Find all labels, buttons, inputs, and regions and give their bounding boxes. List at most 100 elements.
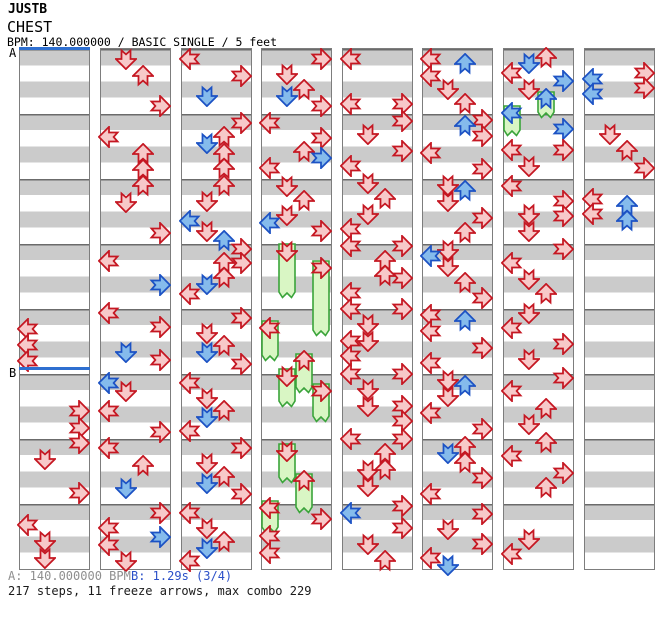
arrow-right-red-icon — [149, 421, 171, 443]
arrow-up-red-icon — [213, 531, 235, 553]
arrow-up-red-icon — [535, 477, 557, 499]
arrow-right-red-icon — [149, 222, 171, 244]
arrow-right-red-icon — [149, 349, 171, 371]
arrow-down-red-icon — [115, 48, 137, 70]
arrow-left-red-icon — [17, 514, 39, 536]
arrow-down-red-icon — [357, 203, 379, 225]
arrow-right-red-icon — [68, 482, 90, 504]
arrow-right-red-icon — [230, 437, 252, 459]
arrow-left-red-icon — [501, 445, 523, 467]
arrow-up-blue-icon — [454, 180, 476, 202]
arrow-up-red-icon — [293, 79, 315, 101]
arrow-left-red-icon — [420, 65, 442, 87]
arrow-left-red-icon — [420, 547, 442, 569]
arrow-right-red-icon — [310, 95, 332, 117]
arrow-up-blue-icon — [454, 375, 476, 397]
arrow-down-red-icon — [357, 378, 379, 400]
arrow-left-red-icon — [259, 112, 281, 134]
arrow-down-blue-icon — [437, 554, 459, 576]
arrow-up-red-icon — [213, 466, 235, 488]
arrow-right-red-icon — [471, 125, 493, 147]
arrow-up-red-icon — [293, 141, 315, 163]
arrow-right-red-icon — [471, 158, 493, 180]
arrow-down-red-icon — [518, 528, 540, 550]
arrow-left-red-icon — [179, 372, 201, 394]
arrow-left-red-icon — [259, 542, 281, 564]
arrow-left-red-icon — [501, 252, 523, 274]
arrow-left-red-icon — [420, 352, 442, 374]
measure-column-7 — [501, 47, 574, 570]
arrow-right-red-icon — [230, 65, 252, 87]
arrow-up-blue-icon — [454, 115, 476, 137]
freeze-arrow-right-icon — [310, 380, 332, 402]
arrow-down-red-icon — [518, 155, 540, 177]
song-title: CHEST — [7, 18, 53, 36]
arrow-down-red-icon — [518, 78, 540, 100]
freeze-body-right — [310, 260, 332, 337]
arrow-right-red-icon — [230, 353, 252, 375]
arrow-down-red-icon — [357, 475, 379, 497]
arrow-right-red-icon — [230, 112, 252, 134]
arrow-left-red-icon — [420, 320, 442, 342]
chart-info: BPM: 140.000000 / BASIC SINGLE / 5 feet — [7, 35, 278, 49]
arrow-down-red-icon — [437, 190, 459, 212]
arrow-down-blue-icon — [196, 85, 218, 107]
arrow-down-red-icon — [437, 385, 459, 407]
arrow-down-red-icon — [357, 172, 379, 194]
arrow-right-red-icon — [391, 267, 413, 289]
arrow-left-red-icon — [420, 483, 442, 505]
arrow-right-red-icon — [471, 418, 493, 440]
arrow-left-red-icon — [420, 142, 442, 164]
arrow-down-red-icon — [518, 220, 540, 242]
arrow-down-red-icon — [437, 78, 459, 100]
tempo-a-value: A: 140.000000 BPM — [8, 569, 131, 583]
arrow-right-red-icon — [391, 428, 413, 450]
arrow-down-blue-icon — [437, 442, 459, 464]
arrow-up-red-icon — [374, 550, 396, 572]
measure-column-6 — [420, 48, 493, 576]
arrow-left-red-icon — [98, 437, 120, 459]
arrow-down-red-icon — [276, 204, 298, 226]
arrow-down-red-icon — [196, 190, 218, 212]
arrow-right-red-icon — [310, 48, 332, 70]
arrow-left-red-icon — [340, 428, 362, 450]
arrow-down-red-icon — [196, 220, 218, 242]
freeze-arrow-left-icon — [259, 317, 281, 339]
arrow-up-red-icon — [535, 283, 557, 305]
arrow-left-red-icon — [501, 317, 523, 339]
arrow-right-blue-icon — [552, 70, 574, 92]
marker-b-label: B — [9, 366, 17, 380]
freeze-arrow-left-icon — [259, 497, 281, 519]
arrow-right-red-icon — [68, 432, 90, 454]
arrow-down-red-icon — [357, 395, 379, 417]
arrow-left-blue-icon — [259, 212, 281, 234]
arrow-left-red-icon — [179, 420, 201, 442]
arrow-up-red-icon — [454, 436, 476, 458]
arrow-up-blue-icon — [616, 210, 638, 232]
arrow-down-red-icon — [437, 518, 459, 540]
arrow-right-red-icon — [633, 77, 655, 99]
arrow-right-red-icon — [391, 110, 413, 132]
arrow-right-red-icon — [230, 307, 252, 329]
arrow-right-red-icon — [471, 337, 493, 359]
arrow-left-red-icon — [179, 48, 201, 70]
arrow-right-red-icon — [552, 367, 574, 389]
arrow-right-blue-icon — [149, 526, 171, 548]
arrow-down-red-icon — [357, 123, 379, 145]
arrow-up-red-icon — [535, 432, 557, 454]
arrow-left-red-icon — [179, 550, 201, 572]
arrow-left-red-icon — [179, 502, 201, 524]
arrow-up-red-icon — [293, 190, 315, 212]
arrow-down-red-icon — [115, 550, 137, 572]
arrow-down-red-icon — [196, 322, 218, 344]
arrow-up-red-icon — [213, 126, 235, 148]
arrow-up-red-icon — [535, 398, 557, 420]
arrow-left-blue-icon — [340, 502, 362, 524]
arrow-left-red-icon — [340, 48, 362, 70]
arrow-right-red-icon — [471, 533, 493, 555]
arrow-left-red-icon — [501, 380, 523, 402]
freeze-arrow-down-icon — [276, 365, 298, 387]
arrow-right-red-icon — [149, 502, 171, 524]
arrow-left-red-icon — [501, 175, 523, 197]
arrow-down-red-icon — [599, 123, 621, 145]
